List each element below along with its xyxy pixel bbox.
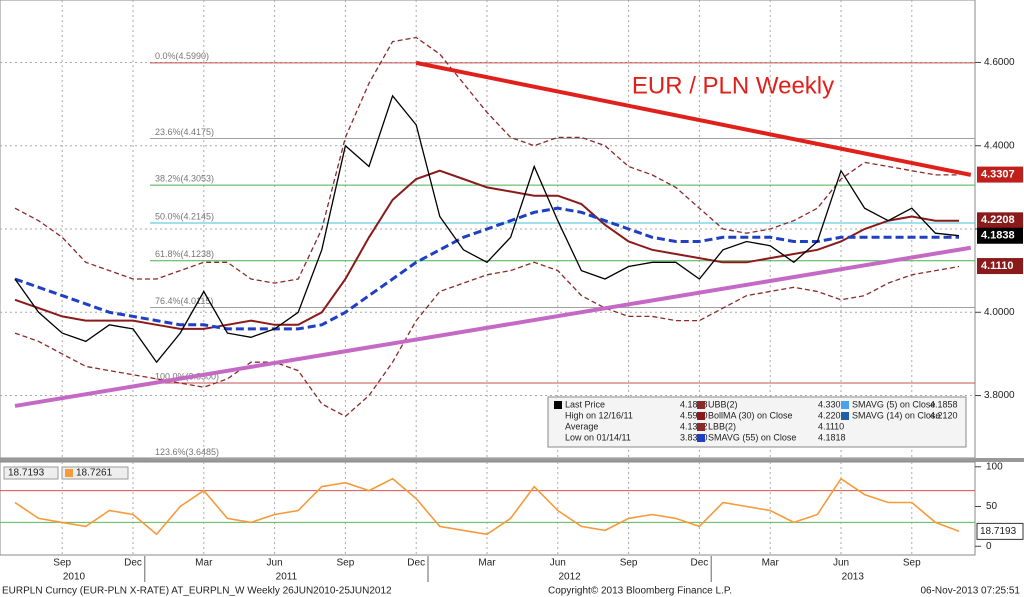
legend-value: 4.1362 (680, 421, 708, 431)
legend-value: 4.1818 (818, 432, 846, 442)
footer-right: 06-Nov-2013 07:25:51 (920, 586, 1020, 597)
year-label: 2012 (558, 572, 581, 583)
legend-label: UBB(2) (708, 399, 738, 409)
footer-center: Copyright© 2013 Bloomberg Finance L.P. (548, 586, 732, 597)
x-tick-label: Dec (691, 558, 709, 569)
legend-box (547, 396, 967, 448)
x-tick-label: Sep (903, 558, 921, 569)
legend-value: 3.8300 (680, 432, 708, 442)
legend-value: 4.1110 (818, 421, 844, 431)
legend-swatch (554, 401, 562, 409)
chart-title: EUR / PLN Weekly (632, 72, 834, 99)
legend-value: 4.2120 (930, 410, 958, 420)
legend-swatch (841, 401, 849, 409)
legend-swatch (697, 434, 705, 442)
x-tick-label: Mar (478, 558, 496, 569)
legend-label: BollMA (30) on Close (708, 410, 793, 420)
legend-label: 18.7261 (76, 468, 113, 479)
fib-label: 76.4%(4.0115) (155, 296, 213, 306)
price-tag (977, 212, 1023, 229)
legend-value: 4.2208 (818, 410, 846, 420)
rsi-line (14, 477, 960, 536)
fib-label: 38.2%(4.3053) (155, 174, 214, 184)
fib-label: 0.0%(4.5990) (155, 51, 209, 61)
legend-swatch (65, 469, 73, 477)
fib-label: 123.6%(3.6485) (155, 447, 219, 457)
series-line (14, 169, 959, 330)
x-tick-label: Sep (53, 558, 71, 569)
x-tick-label: Mar (762, 558, 780, 569)
year-label: 2013 (842, 572, 865, 583)
footer-left: EURPLN Curncy (EUR-PLN X-RATE) AT_EURPLN… (2, 586, 392, 597)
legend-value: 4.5990 (680, 410, 708, 420)
year-label: 2010 (63, 572, 86, 583)
x-tick-label: Jun (833, 558, 849, 569)
x-tick-label: Mar (195, 558, 213, 569)
x-tick-label: Dec (124, 558, 142, 569)
legend-value: 4.1858 (930, 399, 958, 409)
legend-swatch (841, 412, 849, 420)
price-tag-label: 4.2208 (981, 214, 1015, 226)
legend-label: SMAVG (14) on Close (852, 410, 940, 420)
fib-label: 50.0%(4.2145) (155, 211, 214, 221)
x-tick-label: Sep (337, 558, 355, 569)
legend-label: Average (565, 421, 598, 431)
y-tick-label: 4.4000 (984, 140, 1015, 151)
fib-label: 23.6%(4.4175) (155, 127, 214, 137)
series-line (14, 261, 960, 418)
price-tag-label: 18.7193 (980, 526, 1017, 537)
year-label: 2011 (276, 572, 298, 583)
legend-label: SMAVG (5) on Close (852, 399, 935, 409)
y-tick-label: 3.8000 (984, 390, 1015, 401)
legend-value: 4.3307 (818, 399, 846, 409)
legend-box (3, 466, 59, 480)
legend-box (61, 466, 129, 480)
panel-separator (0, 458, 1024, 462)
legend-swatch (697, 401, 705, 409)
x-tick-label: Jun (267, 558, 283, 569)
x-tick-label: Sep (620, 558, 638, 569)
price-tag (977, 166, 1023, 183)
panel-label: 18.7193 (8, 468, 45, 479)
price-tag (977, 227, 1023, 244)
price-tag (976, 522, 1024, 540)
x-tick-label: Jun (550, 558, 566, 569)
legend-label: High on 12/16/11 (565, 410, 633, 420)
price-tag-label: 4.3307 (981, 168, 1015, 180)
y-tick-label: 4.0000 (984, 307, 1015, 318)
price-tag (977, 258, 1023, 275)
price-tag-label: 4.1838 (981, 230, 1015, 242)
y-tick-label: 100 (986, 461, 1003, 472)
y-tick-label: 50 (986, 501, 998, 512)
fib-label: 61.8%(4.1238) (155, 249, 214, 259)
y-tick-label: 4.6000 (984, 57, 1015, 68)
x-tick-label: Dec (407, 558, 425, 569)
price-tag-label: 4.1110 (981, 260, 1013, 272)
series-line (14, 94, 960, 364)
y-tick-label: 0 (986, 541, 992, 552)
legend-value: 4.1838 (680, 399, 708, 409)
legend-label: LBB(2) (708, 421, 736, 431)
series-line (14, 36, 959, 284)
legend-label: Low on 01/14/11 (565, 432, 631, 442)
series-line (14, 206, 959, 331)
trendline (14, 245, 972, 408)
legend-label: SMAVG (55) on Close (708, 432, 796, 442)
legend-swatch (697, 423, 705, 431)
legend-label: Last Price (565, 399, 605, 409)
trendline (415, 60, 972, 177)
legend-swatch (697, 412, 705, 420)
